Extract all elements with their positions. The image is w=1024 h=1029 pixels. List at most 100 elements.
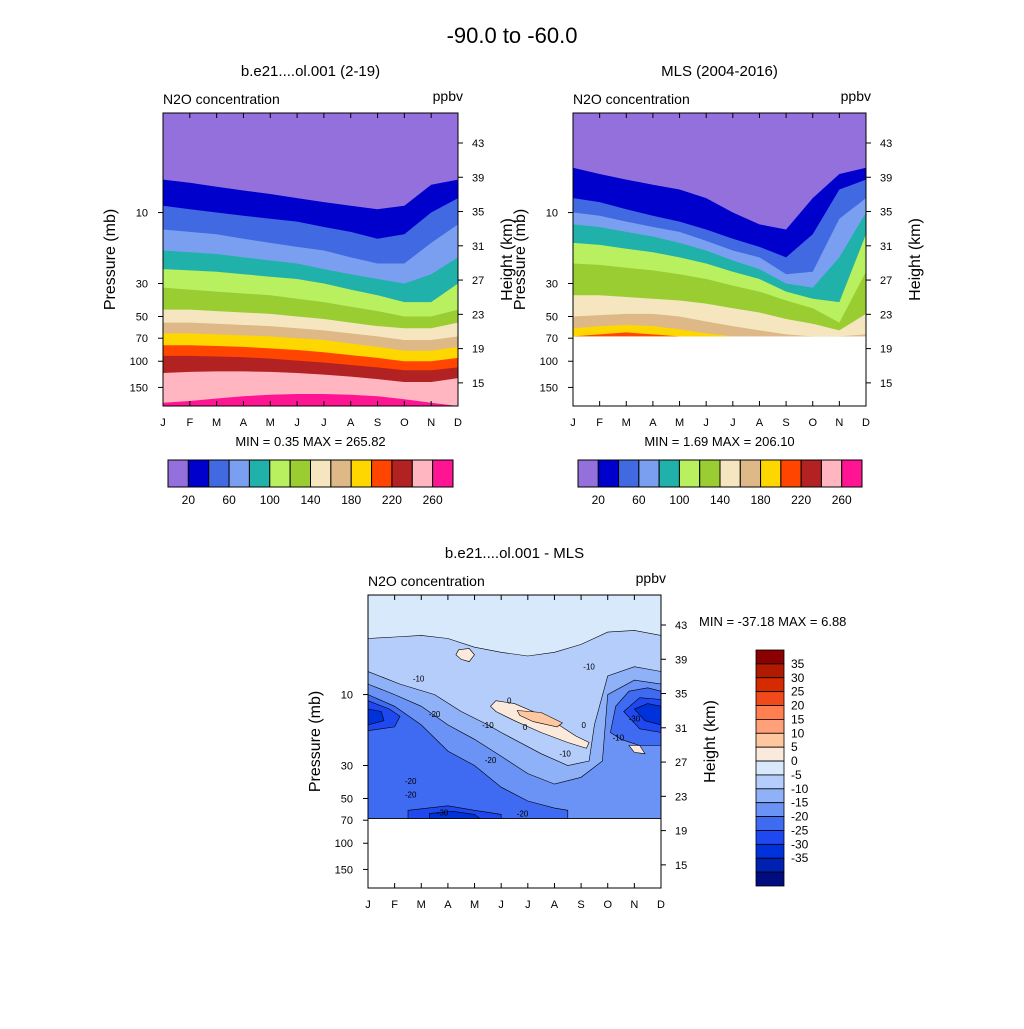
colorbar-box (755, 871, 785, 887)
colorbar-box (755, 705, 785, 720)
plot-frame (572, 112, 867, 407)
y-tick-label: 150 (335, 864, 353, 876)
x-tick-label: J (294, 417, 300, 429)
x-tick-label: F (596, 417, 603, 429)
colorbar-box (678, 459, 701, 488)
panel-subtitle-right: ppbv (841, 88, 871, 104)
panel-subtitle-right: ppbv (433, 88, 463, 104)
colorbar-label: 260 (832, 493, 852, 507)
colorbar-box (800, 459, 822, 488)
contour-label: -20 (405, 790, 417, 799)
colorbar-box (658, 459, 680, 488)
y-right-tick-label: 35 (472, 207, 484, 219)
colorbar-label: 140 (710, 493, 730, 507)
y-axis-label: Pressure (mb) (102, 209, 119, 310)
plot-frame (367, 594, 662, 889)
colorbar-label: 260 (423, 493, 443, 507)
x-tick-label: M (266, 417, 275, 429)
y-tick-label: 10 (546, 208, 558, 220)
contour-fill-group: -10 -10 -20 -10 0 0 0 -10 -10 -20 -20 -20 -30 -20 -30 (368, 595, 661, 819)
colorbar-label: -25 (791, 823, 809, 837)
panel-title: MLS (2004-2016) (661, 63, 778, 80)
colorbar-box (755, 857, 785, 873)
colorbar-label: 60 (222, 493, 236, 507)
colorbar-label: 180 (341, 493, 361, 507)
colorbar-label: -10 (791, 782, 809, 796)
y-right-tick-label: 39 (675, 654, 687, 666)
colorbar-box (269, 459, 291, 488)
colorbar-box (350, 459, 373, 488)
y-right-tick-label: 31 (880, 241, 892, 253)
y-tick-label: 150 (130, 382, 148, 394)
y-right-tick-label: 39 (472, 172, 484, 184)
contour-label: -30 (437, 808, 449, 817)
panel-difference: -10 -10 -20 -10 0 0 0 -10 -10 -20 -20 -20 -30 -20 -30 M… (307, 545, 846, 911)
x-tick-label: O (400, 417, 409, 429)
colorbar-label: 220 (382, 493, 402, 507)
x-tick-label: F (391, 899, 398, 911)
colorbar-label: -20 (791, 810, 809, 824)
colorbar-box (755, 691, 785, 706)
colorbar-box (289, 459, 311, 488)
colorbar-label: 20 (791, 699, 805, 713)
colorbar-box (755, 760, 785, 776)
x-tick-label: D (657, 899, 665, 911)
x-tick-label: J (703, 417, 709, 429)
colorbar-box (597, 459, 620, 488)
diff-region (368, 708, 385, 726)
y-right-tick-label: 15 (880, 378, 892, 390)
colorbar-label: 220 (791, 493, 811, 507)
y-tick-label: 50 (136, 311, 148, 323)
y-right-tick-label: 31 (472, 241, 484, 253)
contour-label: 0 (582, 721, 587, 730)
diff-region (368, 700, 401, 732)
x-tick-label: O (603, 899, 612, 911)
y-right-axis-label: Height (km) (907, 218, 924, 301)
colorbar-box (577, 459, 599, 488)
colorbar-box (739, 459, 762, 488)
diff-region (516, 710, 563, 728)
colorbar-label: -5 (791, 768, 802, 782)
y-tick-label: 50 (341, 793, 353, 805)
y-tick-label: 30 (546, 278, 558, 290)
colorbar-box (638, 459, 660, 488)
y-tick-label: 30 (136, 278, 148, 290)
colorbar-box (755, 788, 785, 804)
colorbar-label: 15 (791, 712, 805, 726)
y-right-tick-label: 23 (472, 309, 484, 321)
x-tick-label: J (365, 899, 371, 911)
colorbar-label: 100 (260, 493, 280, 507)
x-tick-label: A (347, 417, 355, 429)
colorbar-box (310, 459, 332, 488)
colorbar-label: 35 (791, 657, 805, 671)
x-tick-label: N (630, 899, 638, 911)
colorbar-label: 20 (592, 493, 606, 507)
contour-label: -30 (629, 715, 641, 724)
y-tick-label: 30 (341, 760, 353, 772)
x-tick-label: M (417, 899, 426, 911)
colorbar-label: 5 (791, 740, 798, 754)
colorbar-label: 60 (632, 493, 646, 507)
y-tick-label: 10 (341, 690, 353, 702)
plot-frame (162, 112, 459, 407)
colorbar-box (391, 459, 413, 488)
contour-label: -10 (559, 750, 571, 759)
y-right-tick-label: 27 (675, 757, 687, 769)
contour-label: -20 (405, 777, 417, 786)
y-right-tick-label: 43 (472, 138, 484, 150)
panel-subtitle-left: N2O concentration (368, 573, 485, 589)
colorbar-box (755, 663, 785, 679)
y-right-tick-label: 15 (472, 378, 484, 390)
x-tick-label: J (570, 417, 576, 429)
y-right-tick-label: 31 (675, 723, 687, 735)
x-tick-label: J (730, 417, 736, 429)
colorbar-label: -15 (791, 796, 809, 810)
y-tick-label: 70 (546, 333, 558, 345)
contour-label: -20 (485, 756, 497, 765)
y-right-tick-label: 43 (880, 138, 892, 150)
colorbar-box (248, 459, 271, 488)
contour-label: -10 (583, 663, 595, 672)
colorbar-box (330, 459, 352, 488)
panel-title: b.e21....ol.001 - MLS (445, 545, 584, 562)
